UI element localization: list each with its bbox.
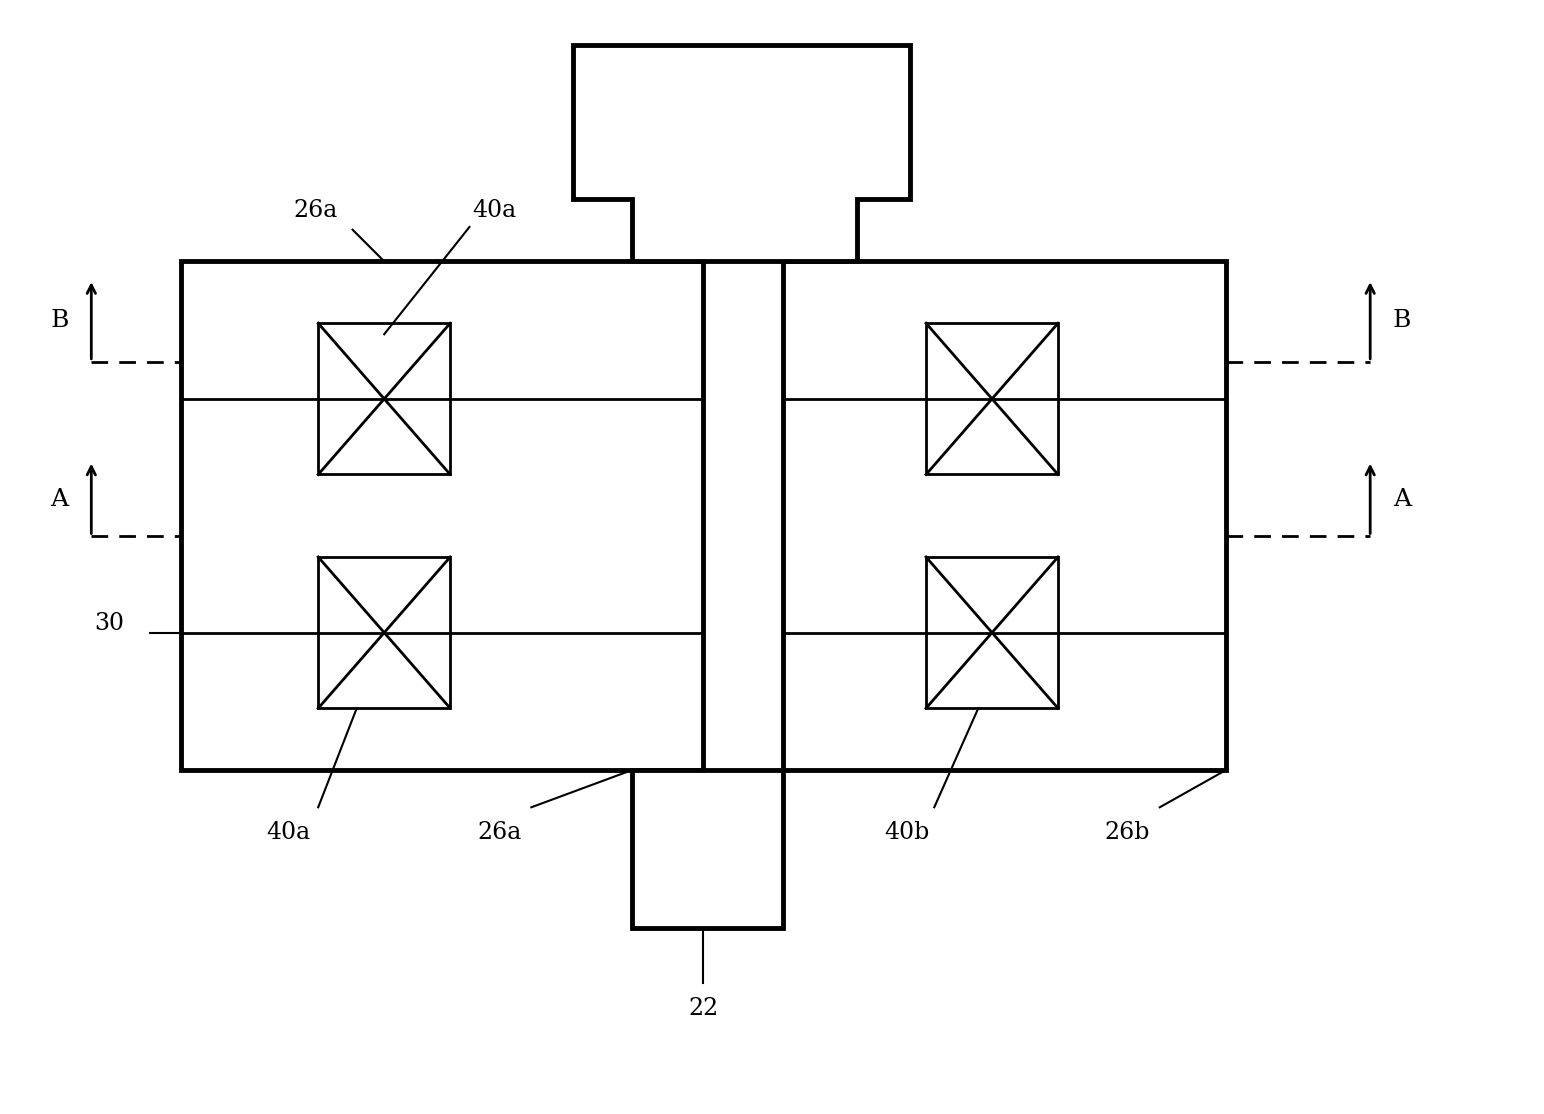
Text: B: B <box>1393 309 1411 332</box>
Text: 40b: 40b <box>885 821 929 843</box>
Text: 26b: 26b <box>1104 821 1149 843</box>
Bar <box>926 323 1058 475</box>
Text: 30: 30 <box>94 612 124 635</box>
Bar <box>783 262 1226 770</box>
Bar <box>181 262 703 770</box>
Bar <box>318 557 451 709</box>
Text: 22: 22 <box>689 997 718 1019</box>
Text: A: A <box>51 488 69 510</box>
Bar <box>926 557 1058 709</box>
Bar <box>318 323 451 475</box>
Text: 26a: 26a <box>477 821 522 843</box>
Polygon shape <box>573 46 909 262</box>
Text: B: B <box>51 309 69 332</box>
Text: A: A <box>1393 488 1411 510</box>
Text: 26a: 26a <box>293 199 338 222</box>
Text: 40a: 40a <box>266 821 310 843</box>
Text: 40a: 40a <box>472 199 516 222</box>
Polygon shape <box>631 770 783 928</box>
